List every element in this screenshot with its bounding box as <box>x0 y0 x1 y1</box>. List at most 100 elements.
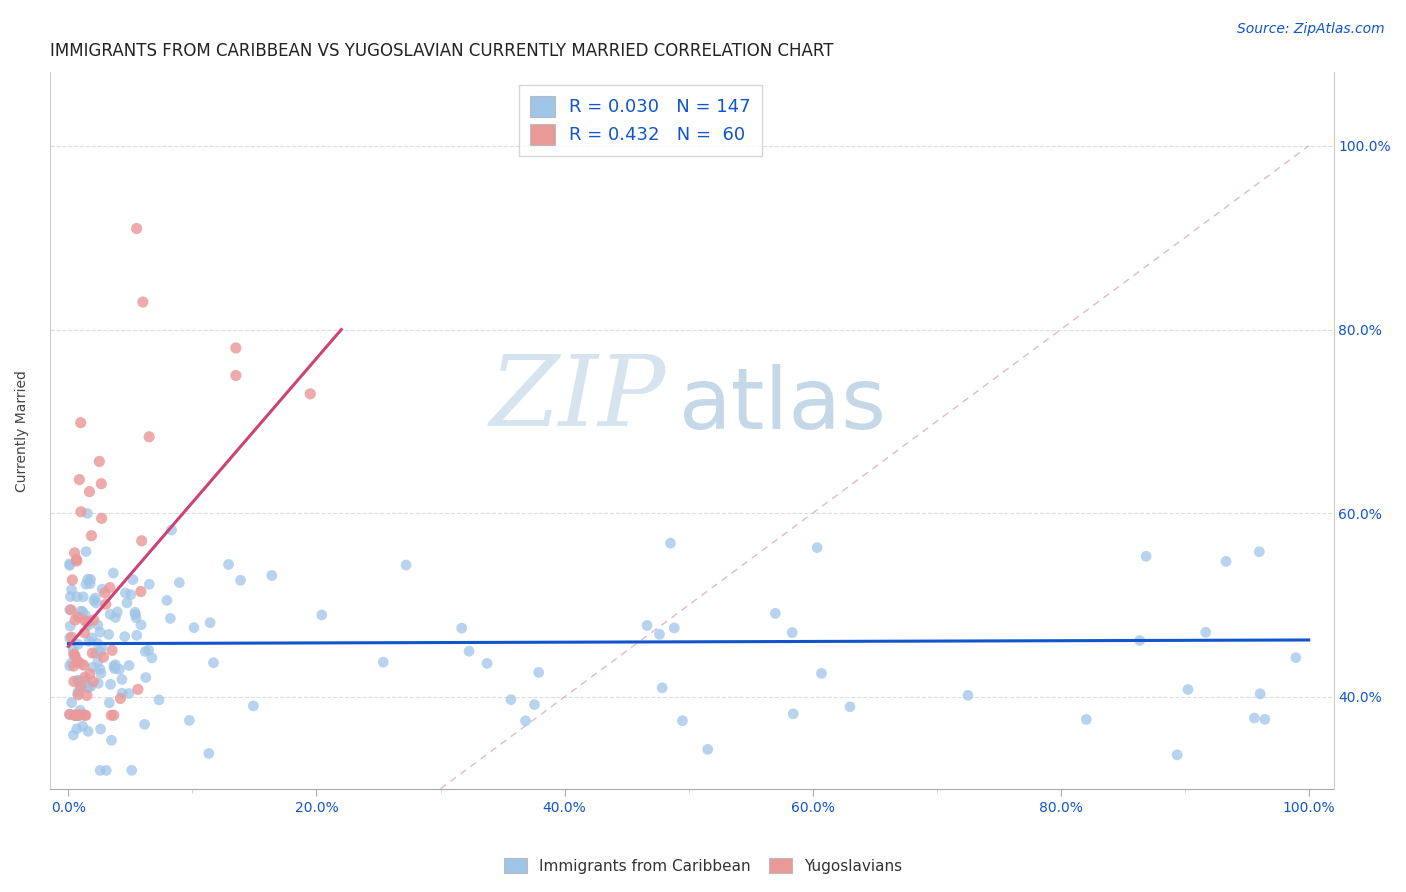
Point <box>59 590 82 604</box>
Point <box>103 659 125 673</box>
Point <box>202 656 225 670</box>
Point <box>94 597 117 611</box>
Point <box>65 650 87 665</box>
Point <box>806 541 828 555</box>
Point <box>169 575 191 590</box>
Point <box>636 618 658 632</box>
Point <box>90 722 112 736</box>
Point <box>82 646 104 660</box>
Point <box>648 627 671 641</box>
Point <box>80 631 103 645</box>
Point <box>91 582 114 597</box>
Point <box>59 707 82 722</box>
Point <box>60 582 83 597</box>
Point <box>125 610 148 624</box>
Point <box>73 673 96 688</box>
Point <box>141 651 163 665</box>
Point <box>98 696 121 710</box>
Point <box>69 673 91 688</box>
Point <box>90 640 112 655</box>
Point <box>66 673 89 688</box>
Point <box>1243 711 1265 725</box>
Point <box>499 692 522 706</box>
Point <box>111 686 134 700</box>
Point <box>160 523 183 537</box>
Point <box>242 698 264 713</box>
Point <box>138 643 160 657</box>
Point <box>94 586 117 600</box>
Point <box>100 708 122 723</box>
Point <box>87 618 110 632</box>
Point <box>96 764 118 778</box>
Point <box>1249 687 1271 701</box>
Point <box>60 573 83 587</box>
Point <box>111 673 134 687</box>
Point <box>956 688 979 702</box>
Point <box>138 430 160 444</box>
Point <box>59 631 82 645</box>
Point <box>311 607 333 622</box>
Point <box>97 627 120 641</box>
Point <box>77 634 100 648</box>
Point <box>105 605 128 619</box>
Point <box>1254 712 1277 726</box>
Point <box>218 558 240 572</box>
Point <box>122 573 145 587</box>
Point <box>63 546 86 560</box>
Point <box>67 675 90 690</box>
Point <box>76 507 98 521</box>
Point <box>179 714 201 728</box>
Point <box>229 573 252 587</box>
Point <box>90 476 112 491</box>
Point <box>80 529 103 543</box>
Point <box>527 665 550 680</box>
Text: atlas: atlas <box>679 364 887 447</box>
Point <box>84 591 107 605</box>
Point <box>89 625 111 640</box>
Point <box>59 557 82 571</box>
Point <box>76 615 98 629</box>
Point <box>60 656 83 670</box>
Point <box>671 714 693 728</box>
Point <box>84 646 107 660</box>
Point <box>373 655 395 669</box>
Point <box>1215 554 1237 568</box>
Point <box>183 621 205 635</box>
Point <box>75 708 97 723</box>
Point <box>127 682 149 697</box>
Point <box>1135 549 1157 564</box>
Point <box>1129 633 1152 648</box>
Point <box>69 679 91 693</box>
Point <box>79 666 101 681</box>
Point <box>523 698 546 712</box>
Point <box>82 660 104 674</box>
Point <box>80 680 103 694</box>
Point <box>125 628 148 642</box>
Point <box>120 588 142 602</box>
Point <box>75 577 97 591</box>
Point <box>93 650 115 665</box>
Point <box>395 558 418 572</box>
Point <box>782 706 804 721</box>
Point <box>69 703 91 717</box>
Point <box>60 603 83 617</box>
Point <box>66 655 89 669</box>
Point <box>1285 650 1308 665</box>
Point <box>134 717 156 731</box>
Point <box>131 533 153 548</box>
Point <box>67 655 90 669</box>
Point <box>135 671 157 685</box>
Point <box>73 625 96 640</box>
Point <box>118 686 141 700</box>
Point <box>75 614 97 628</box>
Point <box>1249 545 1271 559</box>
Point <box>60 696 83 710</box>
Point <box>72 719 94 733</box>
Point <box>839 699 862 714</box>
Point <box>63 648 86 663</box>
Point <box>89 454 111 468</box>
Point <box>73 708 96 723</box>
Point <box>90 511 112 525</box>
Point <box>125 221 148 235</box>
Point <box>62 659 84 673</box>
